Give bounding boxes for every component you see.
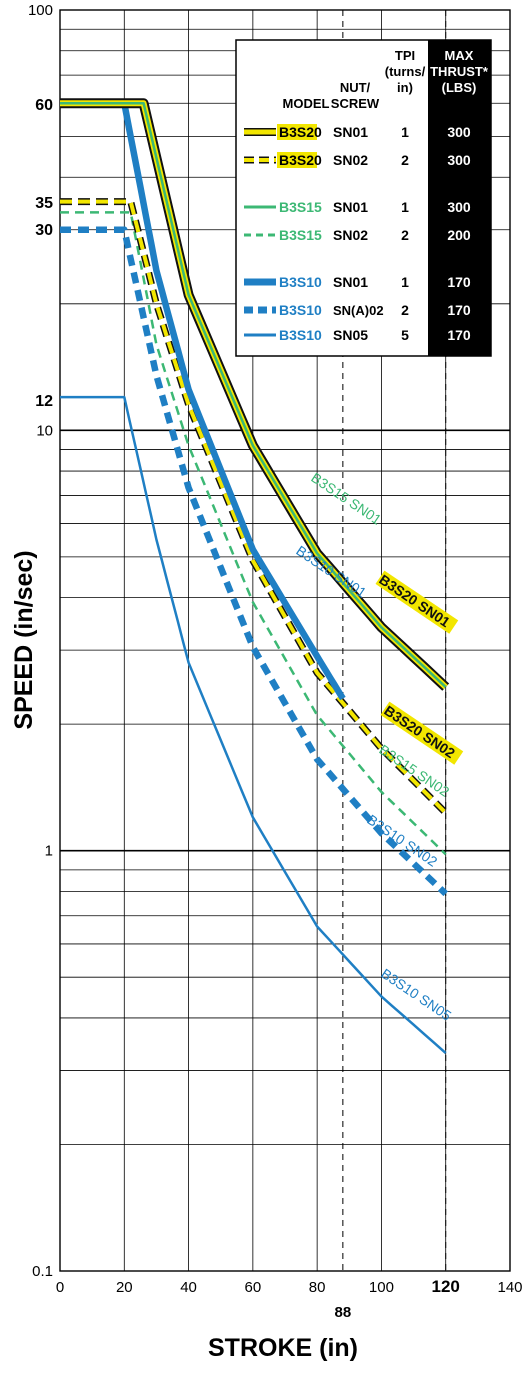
series-line-b3s15-sn01 xyxy=(60,102,447,689)
x-axis-title: STROKE (in) xyxy=(208,1334,358,1362)
legend-thrust: 170 xyxy=(447,327,471,343)
y-callout-label: 60 xyxy=(35,97,53,114)
legend-nut: SN(A)02 xyxy=(333,303,384,318)
legend-header-thrust: MAX xyxy=(445,48,474,63)
legend-model-highlight xyxy=(277,152,317,168)
y-axis-title: SPEED (in/sec) xyxy=(10,550,38,729)
y-callout-label: 35 xyxy=(35,195,53,212)
curve-label-highlight xyxy=(375,570,459,634)
legend-header-model: MODEL xyxy=(283,96,330,111)
legend-header-thrust: (LBS) xyxy=(442,80,477,95)
legend-thrust: 200 xyxy=(447,227,471,243)
y-callout-label: 30 xyxy=(35,222,53,239)
legend-nut: SN01 xyxy=(333,274,368,290)
legend-model: B3S10 xyxy=(279,327,322,343)
x-tick-label: 0 xyxy=(56,1279,64,1296)
legend-header-nut: NUT/ xyxy=(340,80,371,95)
legend-header-tpi: TPI xyxy=(395,48,415,63)
y-tick-label: 1 xyxy=(45,843,53,860)
legend-thrust: 170 xyxy=(447,302,471,318)
series-line-b3s15-sn02 xyxy=(60,211,447,856)
legend-header-tpi: in) xyxy=(397,80,413,95)
x-tick-label: 80 xyxy=(309,1279,326,1296)
legend-tpi: 2 xyxy=(401,227,409,243)
legend-tpi: 5 xyxy=(401,327,409,343)
legend-model: B3S15 xyxy=(279,199,322,215)
y-tick-label: 100 xyxy=(28,2,53,19)
legend-header-thrust: THRUST* xyxy=(430,64,489,79)
legend-model-highlight xyxy=(277,124,317,140)
legend-tpi: 2 xyxy=(401,302,409,318)
legend-thrust: 170 xyxy=(447,274,471,290)
x-tick-label: 60 xyxy=(245,1279,262,1296)
axes: 0 20 40 60 80 100 120 140880.111010060353012STR… xyxy=(10,2,523,1362)
legend-nut: SN02 xyxy=(333,227,368,243)
thrust-column-bg xyxy=(428,40,491,356)
y-tick-label: 0.1 xyxy=(32,1263,53,1280)
x-marker-label: 88 xyxy=(335,1304,352,1321)
legend-tpi: 2 xyxy=(401,152,409,168)
x-tick-label: 20 xyxy=(116,1279,133,1296)
legend-model: B3S15 xyxy=(279,227,322,243)
legend-tpi: 1 xyxy=(401,124,409,140)
legend-thrust: 300 xyxy=(447,199,471,215)
legend-model: B3S20 xyxy=(279,124,322,140)
y-tick-label: 10 xyxy=(36,422,53,439)
series-line-b3s20-sn02-fill xyxy=(60,199,448,815)
legend-nut: SN05 xyxy=(333,327,368,343)
legend-header-tpi: (turns/ xyxy=(385,64,426,79)
x-tick-label: 140 xyxy=(497,1279,522,1296)
legend-tpi: 1 xyxy=(401,199,409,215)
y-callout-label: 12 xyxy=(35,393,53,410)
legend-table: MODEL NUT/SCREW TPI(turns/in) MAXTHRUST*(LB… xyxy=(235,39,492,357)
x-tick-label: 120 xyxy=(432,1277,460,1296)
legend-model: B3S10 xyxy=(279,274,322,290)
legend-model: B3S20 xyxy=(279,152,322,168)
x-tick-label: 100 xyxy=(369,1279,394,1296)
legend-model: B3S10 xyxy=(279,302,322,318)
legend-nut: SN01 xyxy=(333,199,368,215)
curves xyxy=(60,98,450,1055)
legend-thrust: 300 xyxy=(447,124,471,140)
legend-thrust: 300 xyxy=(447,152,471,168)
legend-nut: SN02 xyxy=(333,152,368,168)
curve-label-highlight xyxy=(380,701,464,765)
x-tick-label: 40 xyxy=(180,1279,197,1296)
legend-nut: SN01 xyxy=(333,124,368,140)
legend-tpi: 1 xyxy=(401,274,409,290)
legend-header-nut: SCREW xyxy=(331,96,380,111)
series-line-b3s10-sn02 xyxy=(60,226,448,897)
series-line-b3s10-sn05 xyxy=(60,395,447,1055)
